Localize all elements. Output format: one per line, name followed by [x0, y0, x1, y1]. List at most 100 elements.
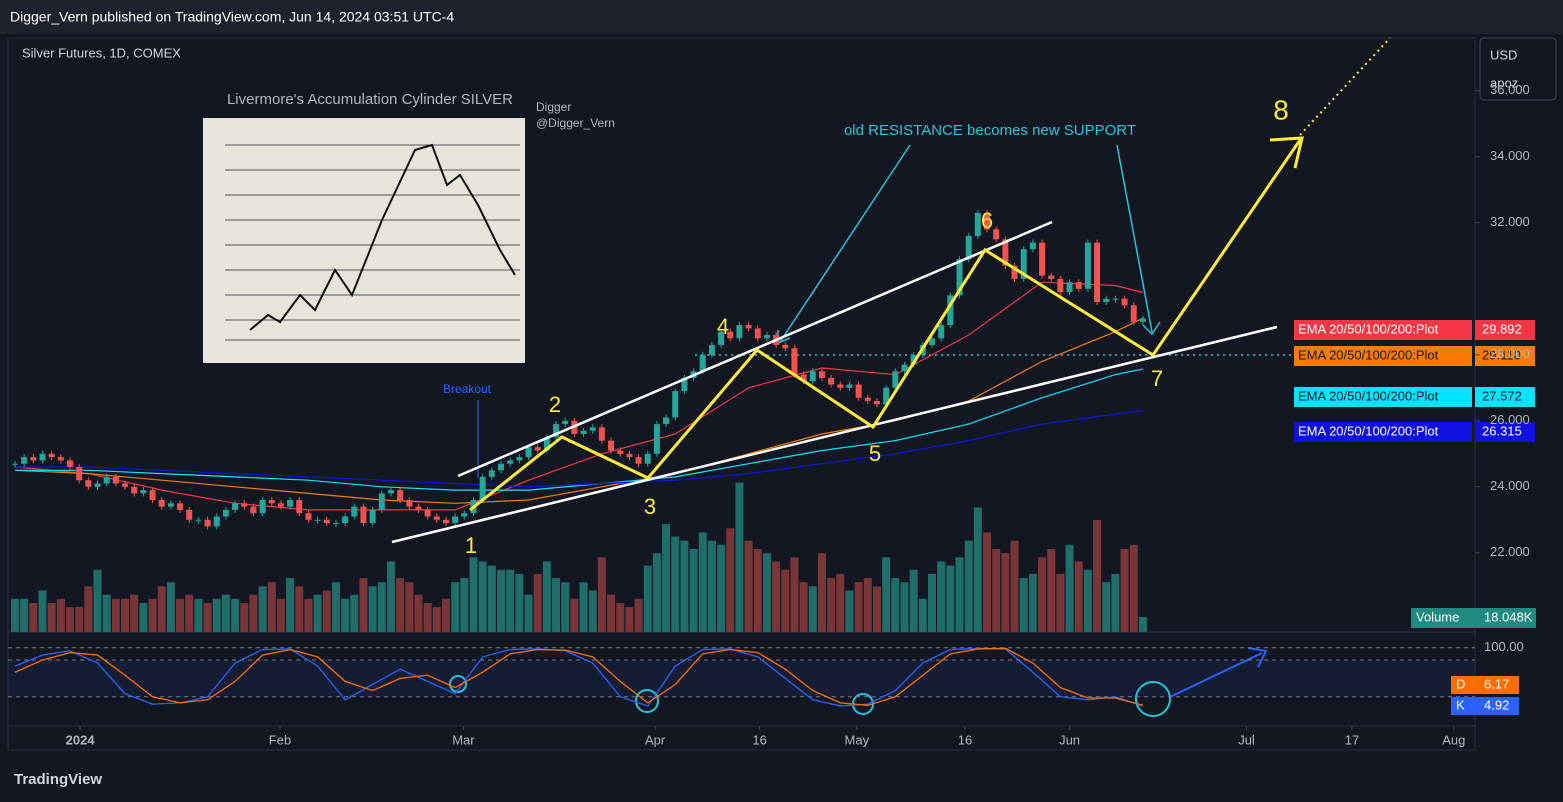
volume-bar	[47, 602, 56, 632]
currency-box[interactable]	[1479, 37, 1557, 101]
currency[interactable]: USD	[1490, 47, 1517, 62]
candle	[507, 460, 514, 464]
candle	[1048, 275, 1055, 279]
volume-bar	[946, 565, 955, 632]
volume-bar	[350, 594, 359, 632]
volume-bar	[781, 569, 790, 632]
candle	[378, 493, 385, 510]
volume-bar	[597, 557, 606, 632]
candle	[626, 453, 633, 458]
candle	[800, 374, 807, 382]
volume-bar	[680, 540, 689, 632]
volume-bar	[1001, 553, 1010, 632]
wave-label: 7	[1151, 366, 1163, 391]
volume-bar	[286, 578, 295, 632]
candle	[314, 519, 321, 521]
header-bar	[0, 0, 1563, 34]
candle	[1075, 282, 1082, 289]
candle	[131, 486, 138, 494]
volume-bar	[634, 598, 643, 632]
volume-bar	[542, 561, 551, 632]
candle	[39, 453, 46, 461]
volume-bar	[579, 582, 588, 632]
candle	[828, 377, 835, 385]
ema-line	[14, 317, 1144, 504]
volume-bar	[937, 561, 946, 632]
candle	[846, 384, 853, 388]
candle	[901, 364, 908, 372]
volume-bar	[130, 594, 139, 632]
volume-bar	[753, 549, 762, 632]
volume-bar	[194, 598, 203, 632]
volume-bar	[1028, 573, 1037, 632]
y-tick-label: 34.000	[1490, 148, 1530, 163]
stoch-tag-value: 6.17	[1484, 676, 1509, 691]
candle	[112, 476, 119, 484]
volume-bar	[20, 598, 29, 632]
candle	[1094, 242, 1101, 302]
scale-mode[interactable]: apoz	[1490, 75, 1518, 90]
volume-bar	[405, 582, 414, 632]
candle	[965, 236, 972, 260]
volume-bar	[1056, 573, 1065, 632]
candle	[213, 516, 220, 527]
y-tick-label: 28.000	[1490, 346, 1530, 361]
candle	[855, 384, 862, 398]
candle	[1139, 318, 1146, 322]
candle	[1103, 298, 1110, 302]
handle: @Digger_Vern	[536, 116, 615, 130]
candle	[149, 490, 156, 500]
volume-bar	[487, 565, 496, 632]
volume-bar	[386, 561, 395, 632]
volume-bar	[432, 607, 441, 632]
candle	[1002, 239, 1009, 266]
candle	[864, 397, 871, 401]
candle	[663, 417, 670, 425]
author: Digger	[536, 100, 571, 114]
candle	[186, 509, 193, 520]
candle	[296, 500, 303, 514]
volume-bar	[836, 573, 845, 632]
volume-bar	[735, 482, 744, 632]
candle	[204, 519, 211, 527]
candle	[1039, 242, 1046, 276]
candle	[837, 384, 844, 388]
volume-bar	[478, 561, 487, 632]
volume-bar	[377, 582, 386, 632]
candle	[736, 325, 743, 339]
x-tick-label: Jul	[1238, 732, 1255, 747]
volume-bar	[900, 582, 909, 632]
candle	[718, 331, 725, 345]
candle	[387, 490, 394, 494]
volume-bar	[1074, 561, 1083, 632]
inset-image	[203, 118, 525, 363]
volume-bar	[625, 607, 634, 632]
candle	[883, 387, 890, 405]
volume-bar	[918, 598, 927, 632]
candle	[1130, 305, 1137, 322]
volume-bar	[643, 565, 652, 632]
volume-bar	[240, 602, 249, 632]
y-tick-label: 22.000	[1490, 544, 1530, 559]
volume-bar	[212, 598, 221, 632]
candle	[699, 354, 706, 372]
volume-bar	[304, 598, 313, 632]
channel	[391, 220, 1278, 544]
volume-bar	[139, 602, 148, 632]
price-tag-label: 29.110	[1482, 347, 1521, 362]
ema-label-box	[1294, 346, 1472, 366]
candle	[644, 453, 651, 464]
volume-bar	[157, 586, 166, 632]
volume-bar	[882, 557, 891, 632]
ema-label-box	[1294, 387, 1472, 407]
candle	[424, 509, 431, 517]
volume-bar	[973, 507, 982, 632]
stoch-line	[14, 647, 1144, 707]
candle	[534, 447, 541, 451]
volume-bar	[689, 549, 698, 632]
candle	[103, 476, 110, 484]
volume-bar	[817, 553, 826, 632]
volume-bar	[1120, 549, 1129, 632]
y-tick-label: 26.000	[1490, 412, 1530, 427]
volume-bar	[1129, 544, 1138, 632]
